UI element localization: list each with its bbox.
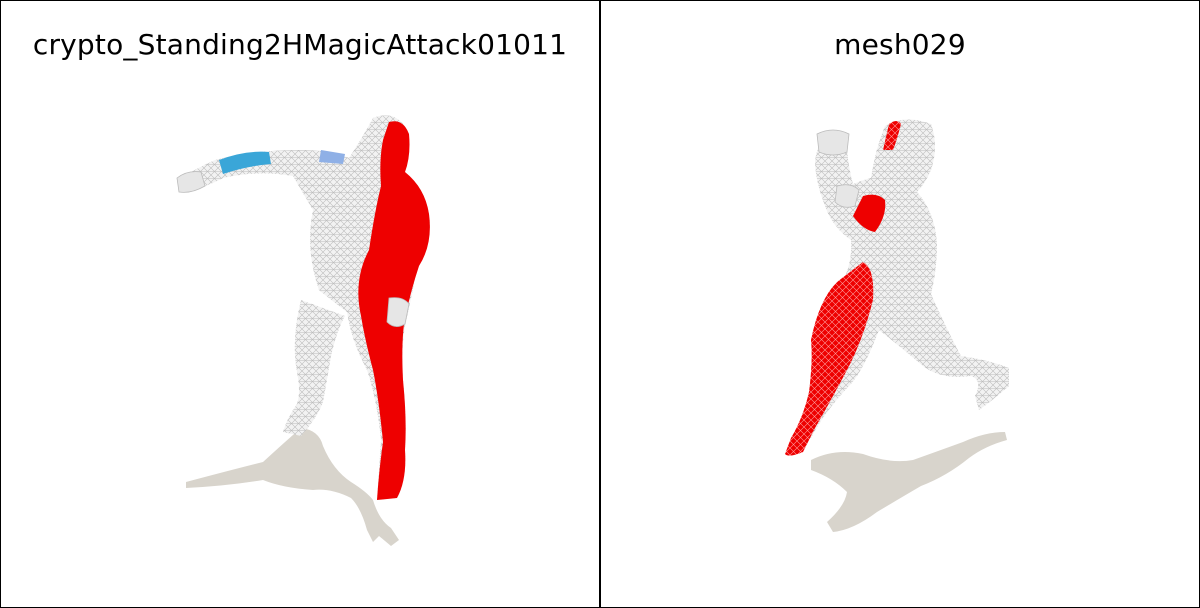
figure-highlight-right [883,121,901,150]
ground-shadow-right [811,432,1007,532]
panel-divider [599,0,601,608]
hand-right-figure [386,297,410,327]
viewport-title-left: crypto_Standing2HMagicAttack01011 [32,28,568,61]
fist-lower-right [834,184,860,208]
hand-left-figure [176,171,206,193]
ground-shadow-left [186,428,399,546]
figure-body-left [177,115,430,500]
fist-upper-right [816,129,850,156]
viewport-title-right: mesh029 [834,28,966,61]
mesh-render-right [785,119,1009,532]
viewport-right[interactable]: mesh029 [601,0,1199,608]
figure-legs-left [283,300,345,436]
figure-torso-red-right [853,194,886,232]
arm-accent-2-left [319,150,345,164]
figure-leg-red-right [785,262,874,456]
mesh-render-left [176,115,430,546]
viewport-left[interactable]: crypto_Standing2HMagicAttack01011 [1,0,599,608]
arm-accent-left [219,151,271,174]
